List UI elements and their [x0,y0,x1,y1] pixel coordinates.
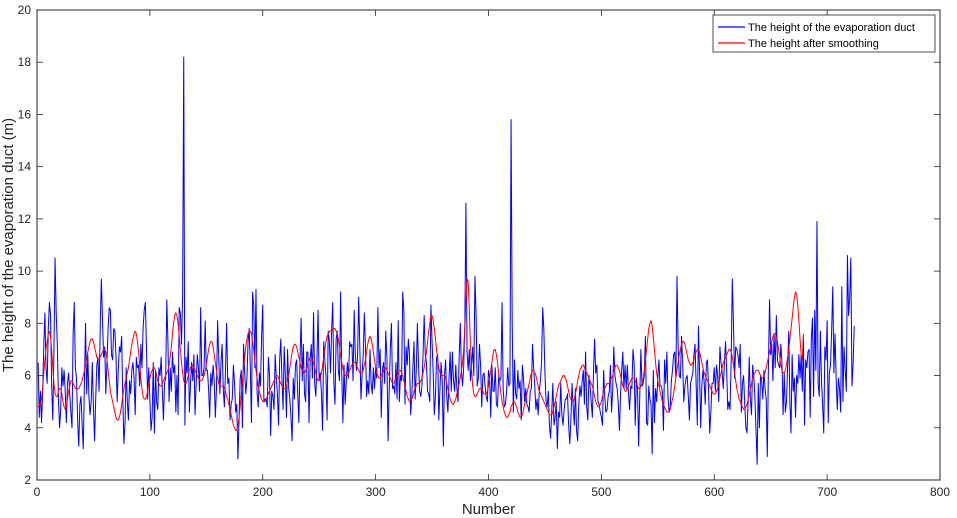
y-tick-label: 2 [24,473,31,487]
legend-label-smoothed: The height after smoothing [748,38,879,50]
x-tick-label: 800 [930,485,950,499]
y-tick-label: 12 [18,212,32,226]
y-tick-label: 10 [18,264,32,278]
x-axis-title: Number [462,501,515,518]
series-line-evaporation-duct-height [37,56,855,465]
y-tick-label: 6 [24,369,31,383]
legend-label-raw: The height of the evaporation duct [748,22,915,34]
y-tick-label: 8 [24,316,31,330]
x-tick-label: 700 [817,485,837,499]
series-line-smoothed-height [37,278,804,431]
x-tick-label: 200 [253,485,273,499]
legend-box [712,14,936,53]
y-tick-label: 14 [18,160,32,174]
x-tick-label: 400 [478,485,498,499]
y-tick-label: 16 [18,107,32,121]
axes-layer: 0 100 200 300 400 500 600 700 800 2 4 6 8 10 12 14 16 18 2… [18,3,951,499]
x-tick-label: 600 [704,485,724,499]
x-tick-label: 300 [366,485,386,499]
x-tick-label: 500 [591,485,611,499]
series-layer [37,56,855,465]
y-tick-label: 20 [18,3,32,17]
x-tick-label: 0 [34,485,41,499]
y-tick-label: 18 [18,55,32,69]
legend: The height of the evaporation duct The h… [712,14,936,53]
x-tick-label: 100 [140,485,160,499]
y-axis-title: The height of the evaporation duct (m) [0,118,17,372]
y-tick-label: 4 [24,421,31,435]
